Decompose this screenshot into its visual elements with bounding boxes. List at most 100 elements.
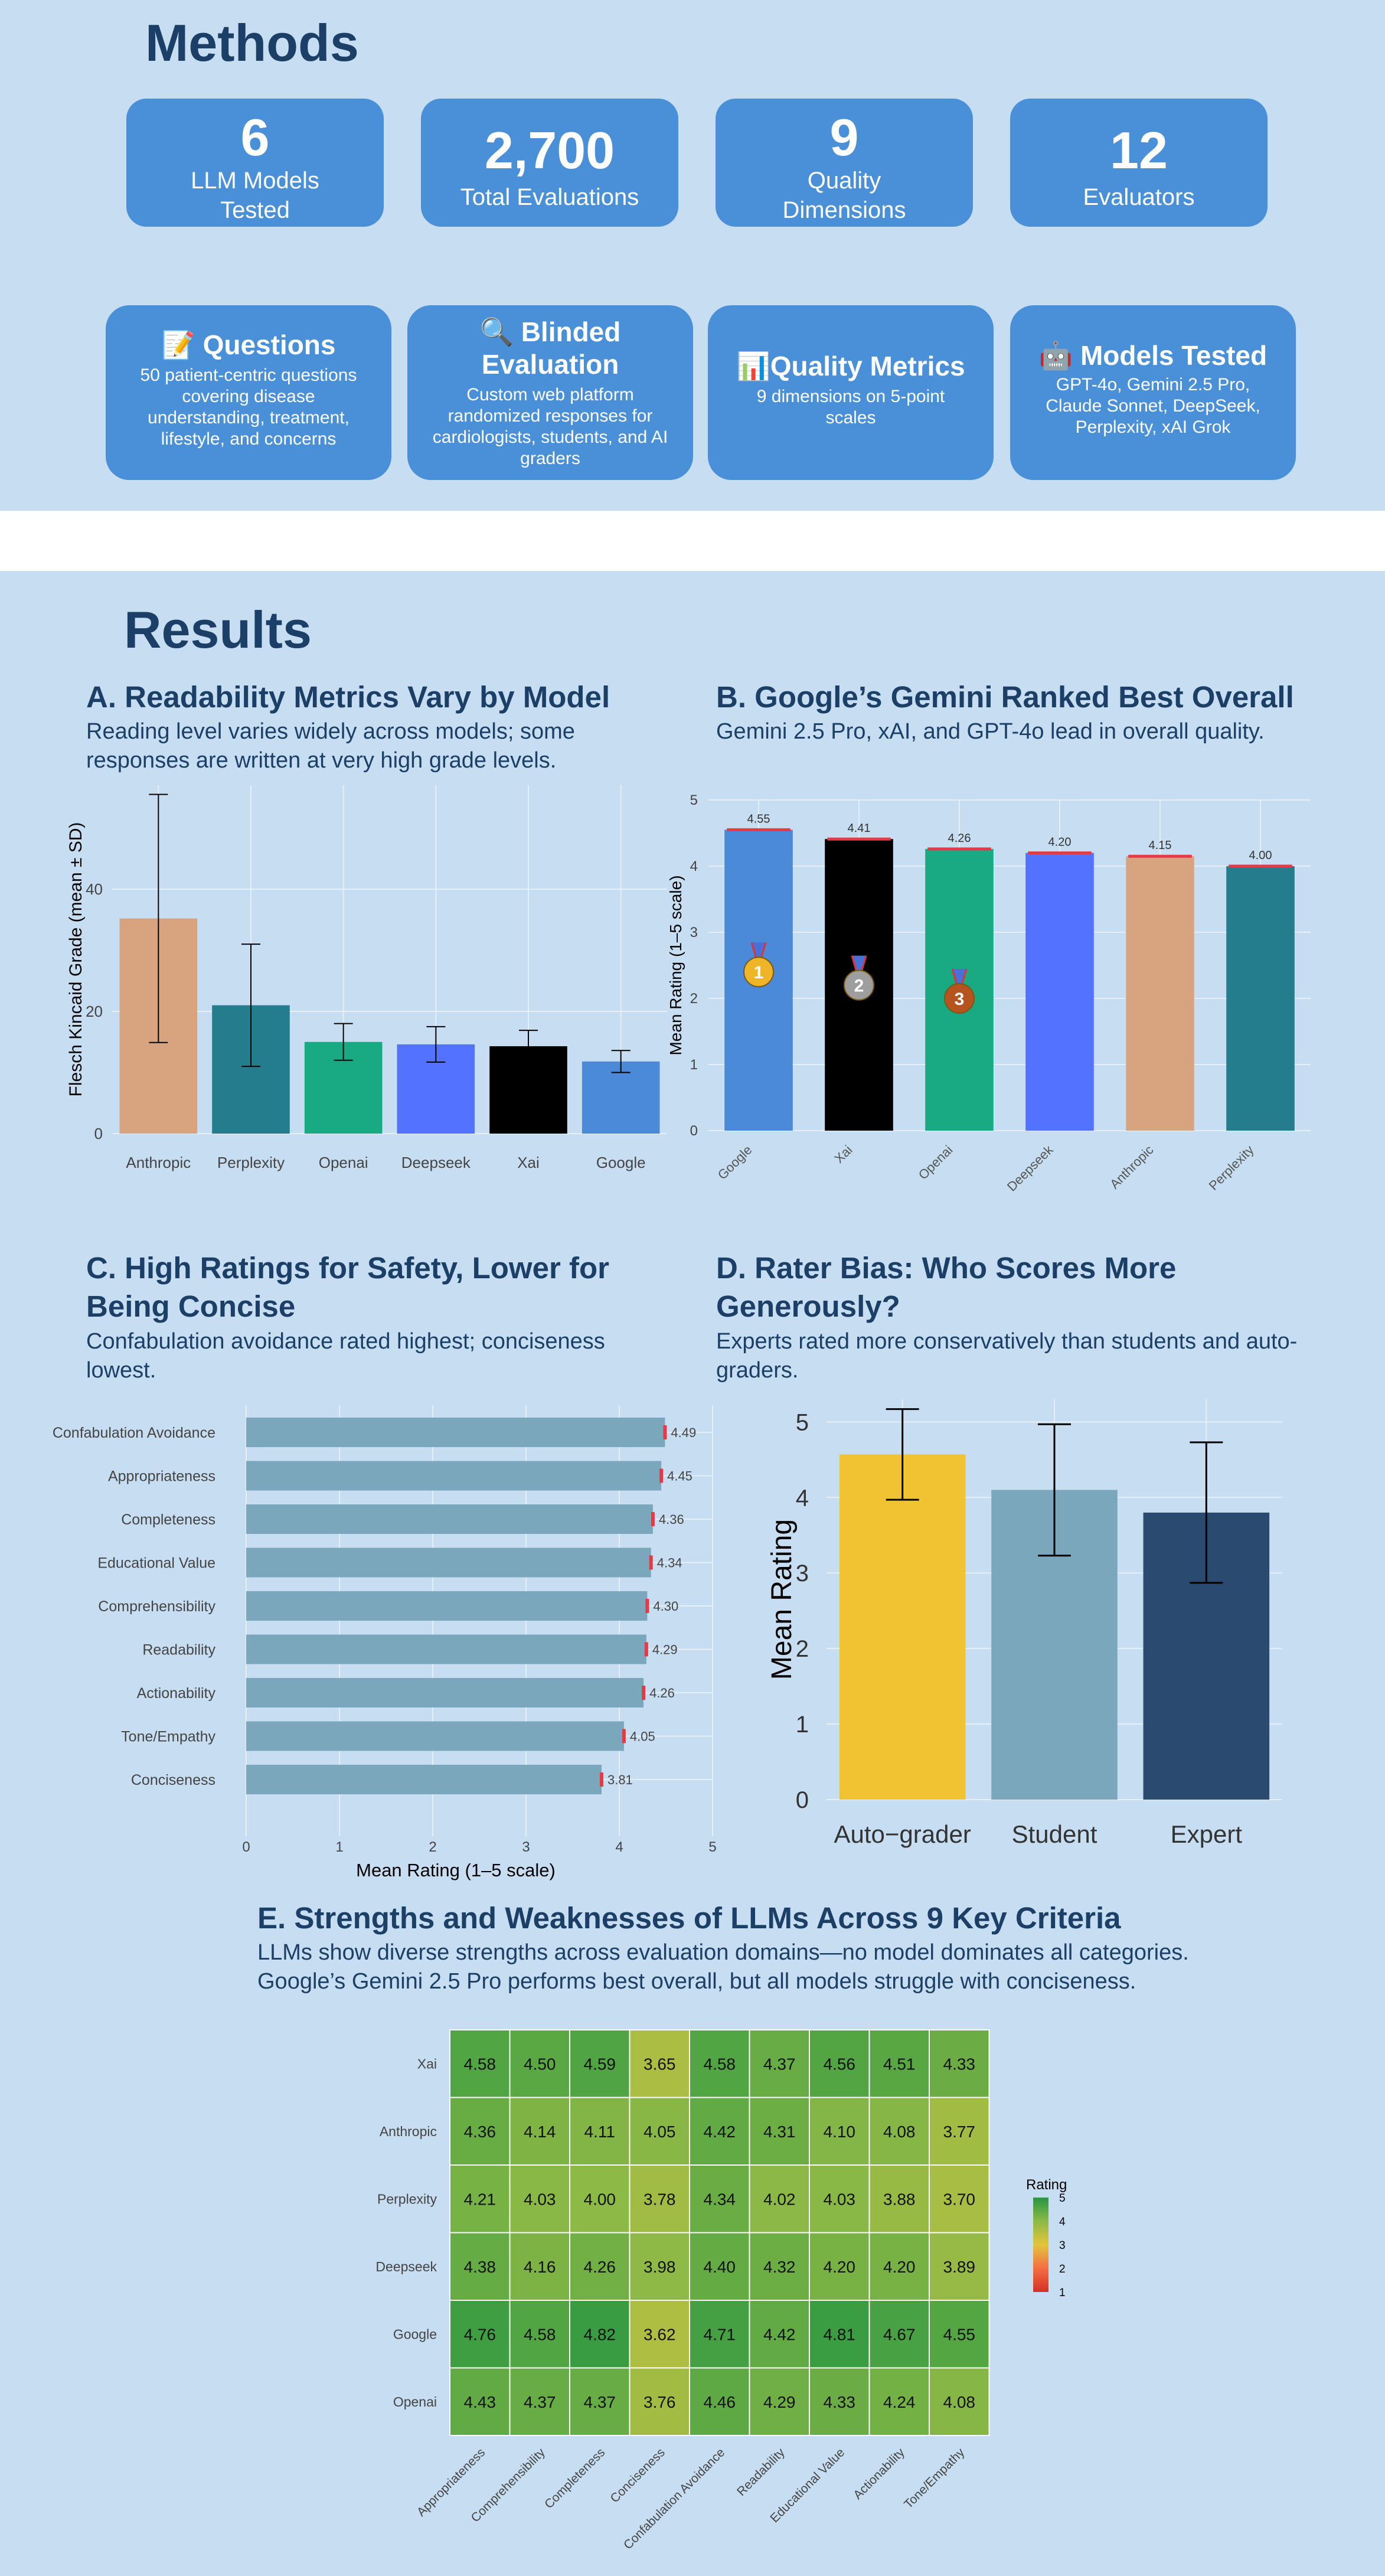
x-tick-label: 1 [335,1839,343,1855]
panel-e-subtitle: LLMs show diverse strengths across evalu… [257,1940,1189,1994]
heatmap-cell [689,2232,750,2301]
heatmap-cell-value: 4.67 [883,2325,916,2343]
heatmap-cell-value: 4.59 [584,2055,616,2073]
column-label: Completeness [542,2446,607,2511]
legend-tick-label: 4 [1059,2216,1066,2228]
stat-number: 9 [829,108,859,166]
legend-title: Rating [1026,2177,1067,2193]
heatmap-cell-value: 4.58 [704,2055,736,2073]
y-tick-label: Confabulation Avoidance [53,1425,215,1441]
heatmap-cell [809,2097,870,2166]
x-tick-label: Openai [916,1142,956,1183]
heatmap-cell-value: 4.76 [464,2325,496,2343]
x-tick-label: 4 [615,1839,623,1855]
criteria-heatmap: Xai 4.58 4.50 4.59 3.65 4.58 4.37 4.56 4.51 4.33 A… [375,2029,1067,2552]
heatmap-cell-value: 4.20 [824,2258,856,2276]
y-tick-label: 5 [796,1409,809,1435]
heatmap-cell [569,2097,631,2166]
heatmap-cell [509,2097,570,2166]
stat-label: Total Evaluations [460,184,639,210]
y-tick-label: 4 [796,1485,809,1511]
heatmap-cell [629,2097,690,2166]
legend-tick-label: 3 [1059,2239,1066,2252]
bar-value-label: 4.41 [848,822,871,835]
heatmap-cell-value: 4.56 [824,2055,856,2073]
stat-number: 6 [240,108,270,166]
y-axis-label: Flesch Kincaid Grade (mean ± SD) [66,822,86,1097]
heatmap-cell-value: 4.03 [524,2190,556,2208]
panel-b-title: B. Google’s Gemini Ranked Best Overall [716,680,1294,714]
readability-chart: 0 20 40 Anthropic Perplexity Openai Deepseek Xa… [66,785,667,1171]
heatmap-cell-value: 4.29 [763,2393,796,2411]
heatmap-cell-value: 4.50 [524,2055,556,2073]
heatmap-cell [809,2232,870,2301]
stat-number: 12 [1110,121,1168,179]
y-tick-label: Readability [142,1642,215,1658]
heatmap-cell-value: 4.20 [883,2258,916,2276]
x-tick-label: Xai [517,1154,540,1171]
heatmap-cell [629,2300,690,2369]
heatmap-cell-value: 4.14 [524,2123,556,2141]
x-tick-label: Perplexity [217,1154,285,1171]
bar [246,1678,644,1707]
stat-number: 2,700 [484,121,615,179]
bar [1226,866,1295,1131]
x-tick-label: Anthropic [126,1154,191,1171]
x-tick-label: 2 [429,1839,436,1855]
x-tick-label: Expert [1171,1820,1243,1848]
y-tick-label: 2 [796,1636,809,1662]
card-body: GPT-4o, Gemini 2.5 Pro, Claude Sonnet, D… [1046,375,1260,438]
y-tick-label: 40 [86,880,103,898]
panel-c-subtitle: Confabulation avoidance rated highest; c… [86,1329,605,1383]
y-tick-label: 3 [690,925,698,941]
criteria-rating-chart: 0 1 2 3 4 5 4.49 Confabulation Avoidance 4.45 App… [53,1405,717,1880]
heatmap-cell-value: 4.42 [763,2325,796,2343]
x-tick-label: Google [596,1154,646,1171]
heatmap-cell [629,2367,690,2436]
heatmap-cell-value: 3.88 [883,2190,916,2208]
x-tick-label: Google [715,1142,755,1183]
heatmap-cell [569,2300,631,2369]
card-body: 50 patient-centric questions covering di… [140,365,357,449]
bar [246,1765,602,1794]
heatmap-cell [929,2300,990,2369]
card-title: Models Tested [1080,340,1268,371]
heatmap-cell-value: 4.58 [524,2325,556,2343]
row-label: Openai [393,2394,437,2410]
heatmap-cell-value: 4.81 [824,2325,856,2343]
heatmap-cell [569,2367,631,2436]
medal-rank-label: 2 [854,977,864,996]
heatmap-cell-value: 4.37 [524,2393,556,2411]
column-label: Confabulation Avoidance [621,2446,727,2552]
heatmap-cell-value: 4.31 [763,2123,796,2141]
y-tick-label: 1 [796,1712,809,1738]
stat-card-models: 6 LLM Models Tested [126,99,384,227]
heatmap-cell [749,2367,810,2436]
heatmap-cell-value: 4.37 [584,2393,616,2411]
info-card-models: 🤖 Models Tested GPT-4o, Gemini 2.5 Pro, … [1010,305,1296,480]
info-card-blinded: 🔍 Blinded Evaluation Custom web platform… [407,305,693,480]
heatmap-cell-value: 4.34 [704,2190,736,2208]
y-tick-label: 1 [690,1057,698,1073]
heatmap-cell [449,2097,511,2166]
heatmap-cell [449,2367,511,2436]
heatmap-cell-value: 4.24 [883,2393,916,2411]
y-tick-label: Tone/Empathy [121,1729,215,1745]
heatmap-cell-value: 4.21 [464,2190,496,2208]
row-label: Google [393,2326,437,2342]
heatmap-cell [749,2029,810,2098]
heatmap-cell-value: 3.76 [643,2393,676,2411]
panel-b-subtitle: Gemini 2.5 Pro, xAI, and GPT-4o lead in … [716,719,1265,744]
heatmap-cell-value: 3.78 [643,2190,676,2208]
heatmap-cell-value: 4.05 [643,2123,676,2141]
bar-value-label: 4.00 [1249,849,1272,862]
bar [246,1634,646,1664]
bar [1025,853,1094,1131]
panel-d-title: D. Rater Bias: Who Scores More Generousl… [716,1251,1177,1324]
bar [839,1454,966,1800]
card-title: Questions [202,329,336,360]
heatmap-cell-value: 3.70 [943,2190,976,2208]
heatmap-cell-value: 3.89 [943,2258,976,2276]
medal-icon [844,969,874,1001]
heatmap-cell-value: 4.46 [704,2393,736,2411]
